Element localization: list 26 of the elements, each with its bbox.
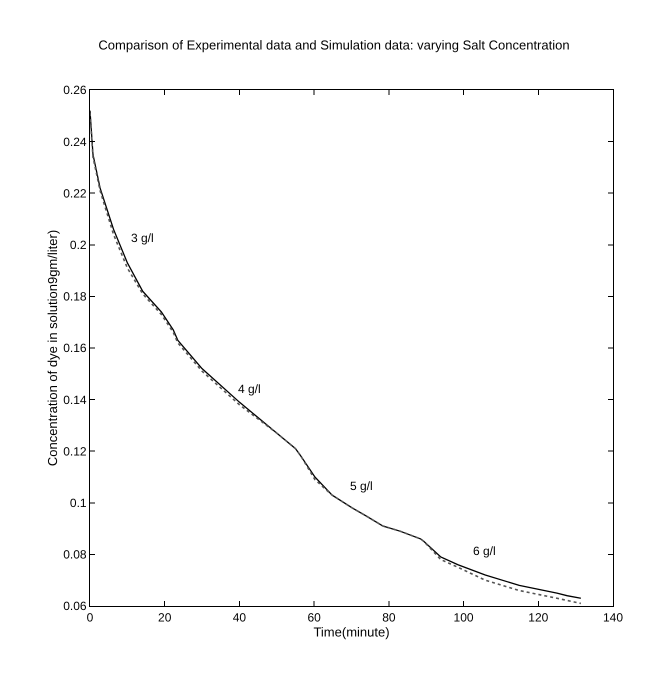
x-tick-label: 140 (602, 610, 624, 624)
chart-title: Comparison of Experimental data and Simulation data: varying Salt Concentration (98, 38, 570, 53)
annotation: 3 g/l (131, 231, 154, 245)
y-tick-label: 0.08 (63, 548, 87, 562)
y-tick-label: 0.12 (63, 444, 87, 458)
x-tick-label: 80 (382, 610, 396, 624)
y-tick-label: 0.14 (63, 392, 87, 407)
x-tick-label: 60 (307, 610, 322, 624)
y-tick-label: 0.1 (70, 496, 87, 510)
y-tick-label: 0.18 (63, 290, 87, 304)
x-tick-label: 100 (454, 610, 474, 624)
y-tick-label: 0.2 (70, 238, 87, 252)
annotation: 4 g/l (238, 382, 261, 396)
x-tick-label: 20 (158, 610, 172, 624)
y-tick-label: 0.24 (63, 134, 87, 149)
x-axis-title: Time(minute) (313, 624, 390, 640)
y-tick-label: 0.22 (63, 186, 87, 200)
annotation: 5 g/l (350, 479, 373, 493)
x-tick-label: 120 (528, 610, 549, 624)
y-tick-label: 0.26 (63, 83, 87, 98)
x-tick-label: 40 (232, 610, 246, 624)
x-tick-label: 0 (86, 610, 94, 624)
y-axis-title: Concentration of dye in solution9gm/liter) (45, 230, 60, 466)
annotation: 6 g/l (473, 544, 496, 558)
y-tick-label: 0.16 (63, 341, 87, 356)
y-tick-label: 0.06 (63, 599, 87, 614)
